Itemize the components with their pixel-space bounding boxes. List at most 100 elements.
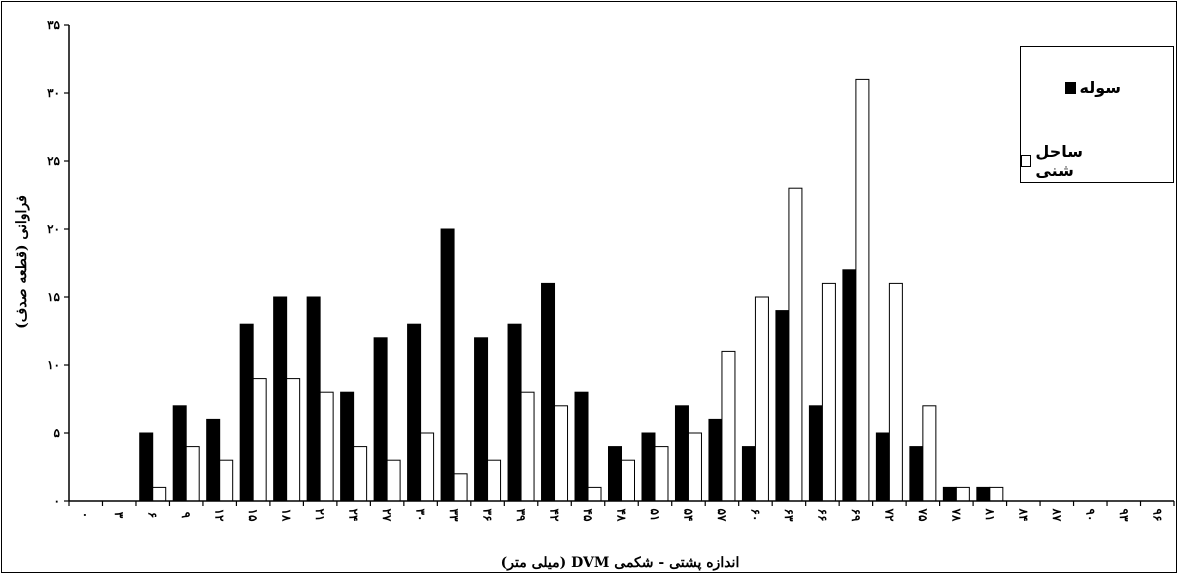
y-tick-label: ۲۵ <box>47 154 60 168</box>
x-tick-label: ۷۵ <box>916 508 930 522</box>
chart-legend: سوله ساحل شنی <box>1020 46 1174 183</box>
x-tick-label: ۹۶ <box>1150 509 1164 522</box>
bar-series-1 <box>608 446 622 502</box>
y-axis-title: فراوانی (قطعه صدف) <box>14 195 30 329</box>
bar-series-1 <box>273 296 288 502</box>
series-white-bars <box>152 78 1004 502</box>
y-tick-label: ۱۵ <box>47 290 60 304</box>
bar-series-1 <box>842 269 857 502</box>
x-tick-label: ۴۲ <box>548 509 562 522</box>
x-tick-label: ۷۲ <box>882 508 896 522</box>
x-tick-label: ۸۷ <box>1050 508 1064 522</box>
bar-series-2 <box>721 350 736 502</box>
bar-series-1 <box>574 391 589 502</box>
bar-series-1 <box>474 337 489 502</box>
x-tick-label: ۳۹ <box>514 509 528 522</box>
x-tick-label: ۳۳ <box>447 509 461 522</box>
bar-series-2 <box>453 473 468 502</box>
bar-series-1 <box>139 432 154 502</box>
x-tick-label: ۳۰ <box>414 509 428 522</box>
bar-series-1 <box>172 405 187 502</box>
x-tick-label: ۳ <box>112 512 126 519</box>
y-tick-label: ۱۰ <box>47 358 60 372</box>
bar-series-2 <box>687 432 702 502</box>
bar-series-1 <box>407 323 422 502</box>
legend-swatch-white <box>1021 155 1032 167</box>
legend-swatch-black <box>1064 81 1076 94</box>
x-tick-label: ۹۳ <box>1117 509 1131 522</box>
x-tick-label: ۳۶ <box>481 509 495 522</box>
x-tick-label: ۱۵ <box>246 509 260 522</box>
bar-series-2 <box>989 486 1004 502</box>
y-tick-label: ۰ <box>54 494 60 508</box>
x-tick-label: ۵۱ <box>648 509 662 522</box>
bar-series-2 <box>621 459 635 502</box>
bar-series-2 <box>554 405 569 502</box>
bar-series-1 <box>875 432 890 502</box>
bar-series-1 <box>741 446 756 502</box>
bar-series-1 <box>206 418 221 502</box>
legend-item-series-2: ساحل شنی <box>1021 142 1121 180</box>
y-tick-label: ۳۰ <box>47 86 60 100</box>
x-tick-label: ۹۰ <box>1083 509 1097 522</box>
bar-series-2 <box>888 282 903 502</box>
bar-series-2 <box>185 446 200 502</box>
bar-series-2 <box>286 378 301 502</box>
x-tick-label: ۲۷ <box>380 509 394 522</box>
x-tick-label: ۰ <box>79 512 93 518</box>
y-tick-label: ۲۰ <box>47 222 60 236</box>
x-tick-label: ۵۷ <box>715 509 729 522</box>
x-tick-label: ۵۴ <box>681 509 695 522</box>
bar-series-1 <box>775 310 790 502</box>
bar-series-1 <box>976 486 991 502</box>
bar-series-1 <box>541 282 556 502</box>
bar-series-1 <box>507 323 522 502</box>
y-axis-ticks: ۰ ۵ ۱۰ ۱۵ ۲۰ ۲۵ ۳۰ ۳۵ <box>47 18 69 508</box>
bar-series-1 <box>708 418 723 502</box>
x-tick-label: ۶۰ <box>748 509 762 522</box>
bar-series-2 <box>252 378 267 502</box>
bar-series-1 <box>306 296 321 502</box>
bar-series-2 <box>219 459 234 502</box>
legend-label: سوله <box>1079 78 1121 97</box>
bar-series-1 <box>373 337 388 502</box>
bar-series-2 <box>821 282 836 502</box>
bar-series-2 <box>587 486 602 502</box>
x-tick-label: ۱۸ <box>280 509 294 522</box>
x-tick-label: ۹ <box>179 512 193 519</box>
bar-series-2 <box>487 459 502 502</box>
bar-series-1 <box>239 323 254 502</box>
legend-label: ساحل شنی <box>1035 142 1083 180</box>
x-tick-label: ۶۳ <box>782 509 796 522</box>
x-tick-label: ۶ <box>146 512 160 518</box>
bar-series-1 <box>340 391 355 502</box>
x-tick-label: ۱۲ <box>213 509 227 522</box>
y-tick-label: ۵ <box>54 426 61 440</box>
x-axis-title: اندازه پشتی - شکمی DVM (میلی متر) <box>501 555 740 571</box>
x-tick-label: ۸۱ <box>983 508 997 522</box>
series-black-bars <box>139 228 991 502</box>
bar-series-2 <box>152 486 167 502</box>
bar-series-1 <box>808 405 823 502</box>
y-tick-label: ۳۵ <box>47 18 60 32</box>
bar-series-2 <box>955 486 970 502</box>
bar-series-2 <box>754 296 769 502</box>
legend-item-series-1: سوله <box>1064 78 1121 97</box>
bar-series-2 <box>520 391 535 502</box>
bar-series-1 <box>942 486 957 502</box>
x-tick-label: ۶۹ <box>849 509 863 522</box>
x-axis-ticks: ۰ ۳ ۶ ۹ ۱۲ ۱۵ ۱۸ ۲۱ ۲۴ ۲۷ ۳۰ ۳۳ ۳۶ ۳۹ ۴۲ ۴۵ ۴۸ ۵۱ ۵۴ ۵۷ ۶۰ ۶۳… <box>68 501 1175 522</box>
bar-series-2 <box>922 405 937 502</box>
x-tick-label: ۶۶ <box>815 509 829 522</box>
x-tick-label: ۴۸ <box>615 509 629 522</box>
bar-series-1 <box>674 405 689 502</box>
bar-series-1 <box>909 446 924 502</box>
bar-series-2 <box>788 187 803 502</box>
bar-series-2 <box>386 459 401 502</box>
bar-series-2 <box>420 432 435 502</box>
x-tick-label: ۲۱ <box>313 509 327 522</box>
x-tick-label: ۸۴ <box>1016 508 1030 522</box>
